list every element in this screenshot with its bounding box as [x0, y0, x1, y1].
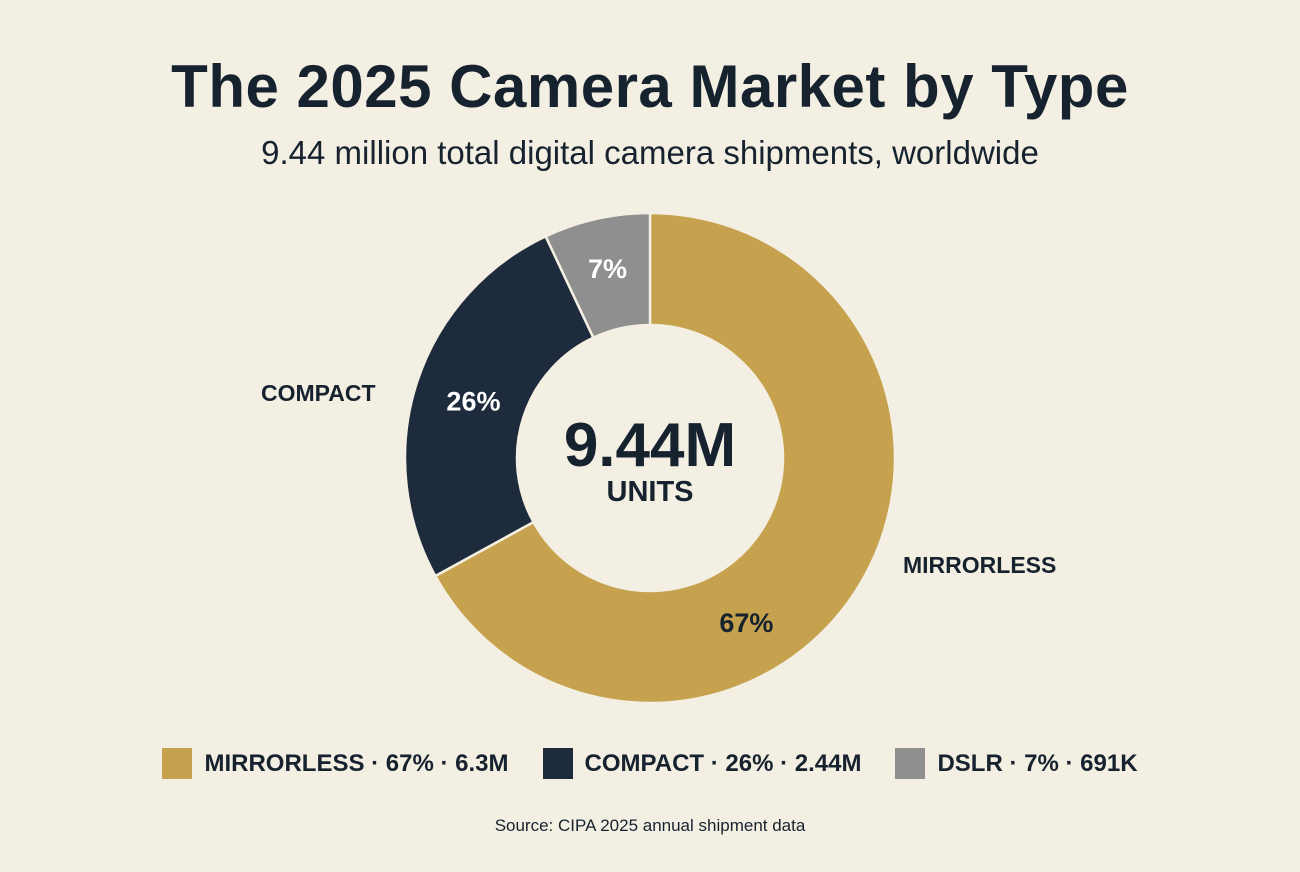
- slice-dslr: [544, 211, 652, 340]
- legend-item-mirrorless: MIRRORLESS · 67% · 6.3M: [162, 748, 509, 779]
- legend-label: MIRRORLESS · 67% · 6.3M: [204, 749, 509, 777]
- legend-swatch-dslr: [895, 748, 926, 779]
- chart-subtitle: 9.44 million total digital camera shipme…: [261, 134, 1039, 171]
- legend-swatch-mirrorless: [162, 748, 193, 779]
- slice-compact: [403, 234, 596, 578]
- legend: MIRRORLESS · 67% · 6.3M COMPACT · 26% · …: [0, 748, 1300, 779]
- legend-swatch-compact: [542, 748, 573, 779]
- percent-label-compact: 26%: [446, 387, 500, 417]
- outside-label-mirrorless: MIRRORLESS: [903, 552, 1057, 578]
- chart-title: The 2025 Camera Market by Type: [171, 53, 1129, 120]
- percent-label-mirrorless: 67%: [719, 608, 773, 638]
- percent-label-dslr: 7%: [588, 254, 627, 284]
- legend-label: COMPACT · 26% · 2.44M: [584, 749, 862, 777]
- source-note: Source: CIPA 2025 annual shipment data: [494, 816, 806, 835]
- center-total-value: 9.44M: [563, 411, 737, 480]
- legend-item-dslr: DSLR · 7% · 691K: [895, 748, 1138, 779]
- legend-item-compact: COMPACT · 26% · 2.44M: [542, 748, 862, 779]
- center-total-unit: UNITS: [606, 476, 694, 508]
- slice-mirrorless: [433, 211, 897, 705]
- legend-label: DSLR · 7% · 691K: [937, 749, 1138, 777]
- outside-label-compact: COMPACT: [261, 380, 376, 406]
